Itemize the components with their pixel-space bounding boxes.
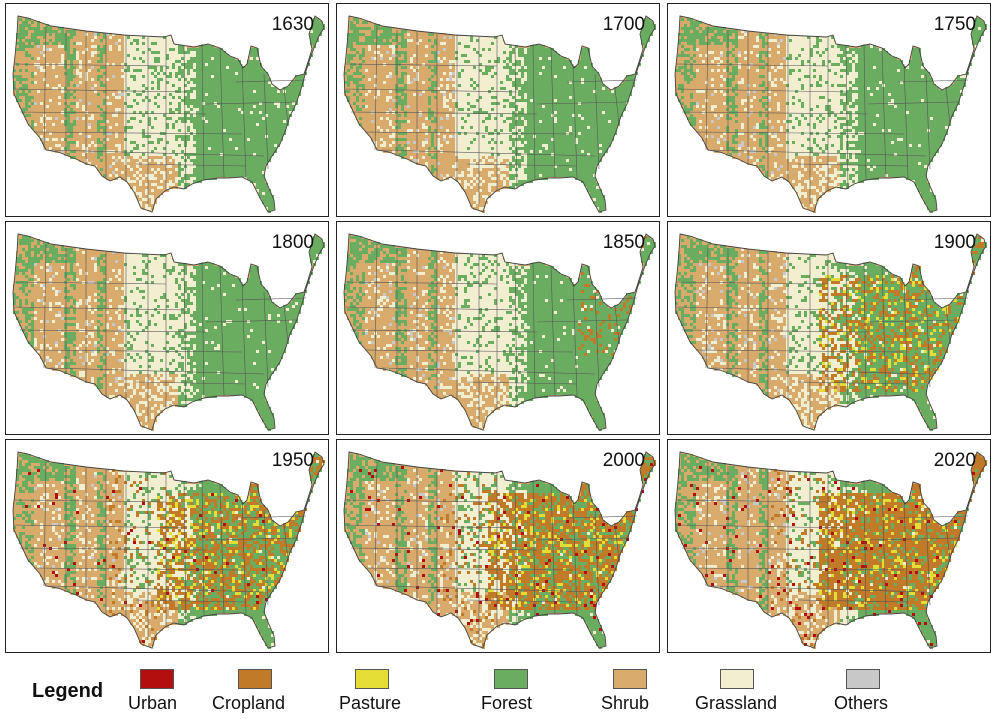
coast-outline [12,15,325,213]
legend-label: Urban [128,693,177,714]
legend-title: Legend [32,680,103,703]
year-label: 1630 [272,14,314,36]
map-grid: 1630 1700 1750 1800 1850 1900 1950 2000 … [5,3,991,653]
year-label: 1900 [934,232,976,254]
state-borders [675,25,969,204]
state-borders [344,243,638,422]
map-panel-2020: 2020 [667,439,991,653]
us-map [674,233,987,431]
legend-swatch [846,669,880,689]
legend-swatch [613,669,647,689]
map-panel-2000: 2000 [336,439,660,653]
legend-swatch [720,669,754,689]
legend: Legend Urban Cropland Pasture Forest Shr… [0,660,999,719]
state-borders [675,461,969,640]
map-panel-1850: 1850 [336,221,660,435]
state-borders [13,461,307,640]
state-borders [344,25,638,204]
map-panel-1750: 1750 [667,3,991,217]
legend-swatch [494,669,528,689]
year-label: 1750 [934,14,976,36]
legend-label: Shrub [601,693,649,714]
legend-label: Others [834,693,888,714]
map-panel-1900: 1900 [667,221,991,435]
us-map [343,233,656,431]
coast-outline [343,451,656,649]
us-map [343,451,656,649]
year-label: 1800 [272,232,314,254]
year-label: 1850 [603,232,645,254]
coast-outline [12,233,325,431]
map-panel-1800: 1800 [5,221,329,435]
coast-outline [674,233,987,431]
legend-label: Grassland [695,693,777,714]
us-map [343,15,656,213]
map-panel-1630: 1630 [5,3,329,217]
coast-outline [674,451,987,649]
year-label: 1950 [272,450,314,472]
legend-label: Cropland [212,693,285,714]
legend-swatch [355,669,389,689]
year-label: 1700 [603,14,645,36]
coast-outline [343,15,656,213]
legend-label: Forest [481,693,532,714]
state-borders [13,25,307,204]
us-map [674,451,987,649]
us-map [12,233,325,431]
map-panel-1700: 1700 [336,3,660,217]
state-borders [13,243,307,422]
state-borders [344,461,638,640]
coast-outline [12,451,325,649]
us-map [674,15,987,213]
us-map [12,451,325,649]
map-panel-1950: 1950 [5,439,329,653]
year-label: 2020 [934,450,976,472]
state-borders [675,243,969,422]
coast-outline [343,233,656,431]
year-label: 2000 [603,450,645,472]
legend-swatch [140,669,174,689]
us-map [12,15,325,213]
legend-swatch [238,669,272,689]
coast-outline [674,15,987,213]
legend-label: Pasture [339,693,401,714]
